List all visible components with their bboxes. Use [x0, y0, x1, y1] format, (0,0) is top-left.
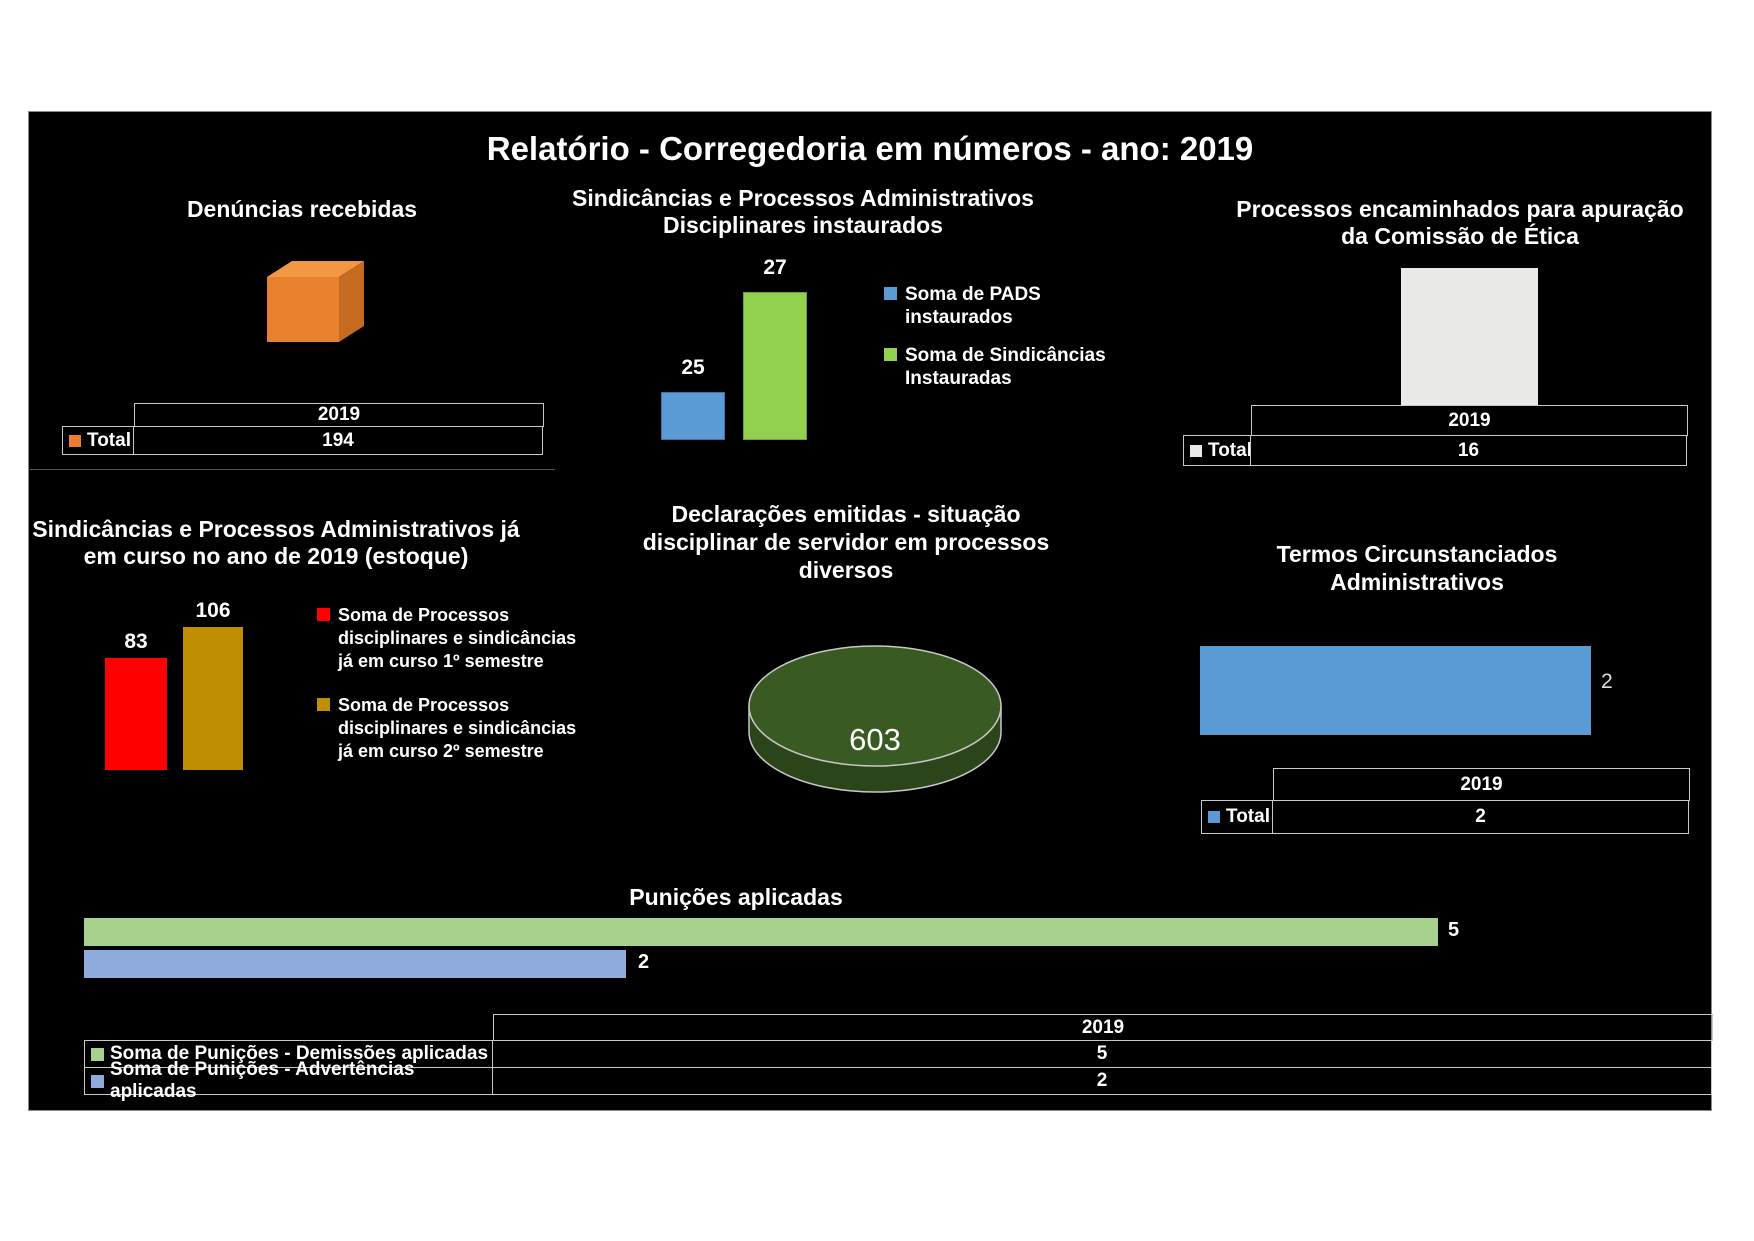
light-blue-series-swatch: [91, 1074, 104, 1088]
total-label-cell: Total: [1183, 435, 1252, 466]
table-row-advertencias: Soma de Punições - Advertências aplicada…: [84, 1059, 1713, 1102]
total-value-cell: 16: [1250, 435, 1687, 466]
panel-title-punicoes: Punições aplicadas: [536, 884, 936, 911]
table-total-row: Total 16: [1183, 435, 1688, 466]
cube-side-face: [339, 261, 364, 342]
cube-front-face: [267, 277, 339, 342]
title-line: da Comissão de Ética: [1341, 223, 1579, 249]
table-header-row: 2019: [84, 1014, 1713, 1041]
title-line: disciplinar de servidor em processos: [642, 529, 1050, 555]
blue-series-swatch: [1208, 811, 1220, 823]
legend-item-sindicancias: Soma de Sindicâncias Instauradas: [884, 344, 1120, 390]
legend-label: Soma de Processos disciplinares e sindic…: [338, 695, 577, 761]
bar-curso-2-semestre: [183, 627, 243, 770]
title-line: Sindicâncias e Processos Administrativos…: [32, 516, 520, 542]
series-label: Soma de Punições - Demissões aplicadas: [110, 1043, 489, 1064]
bar-sindicancias-instauradas: [743, 292, 807, 440]
bar-value-label-advertencias: 2: [638, 951, 650, 973]
legend-item-sem1: Soma de Processos disciplinares e sindic…: [317, 604, 583, 673]
bar-value-label-demissoes: 5: [1448, 919, 1460, 941]
report-title: Relatório - Corregedoria em números - an…: [486, 130, 1254, 167]
red-series-swatch: [317, 608, 330, 621]
series-label: Soma de Punições - Advertências aplicada…: [110, 1059, 415, 1102]
series-label-cell: Soma de Punições - Advertências aplicada…: [84, 1059, 493, 1102]
panel-title-denuncias: Denúncias recebidas: [52, 196, 552, 223]
total-value-cell: 2: [1272, 800, 1689, 834]
bar-value-label-sem1: 83: [124, 630, 148, 653]
blue-series-swatch: [884, 287, 897, 300]
panel-divider: [30, 469, 555, 470]
green-series-swatch: [884, 348, 897, 361]
bar-advertencias: [84, 950, 626, 978]
title-line: Punições aplicadas: [629, 884, 843, 910]
total-label-cell: Total: [1201, 800, 1273, 834]
gold-series-swatch: [317, 698, 330, 711]
table-header-row: 2019: [1201, 768, 1690, 801]
table-total-row: Total 194: [62, 426, 544, 455]
data-table-denuncias: 2019 Total 194: [62, 403, 544, 455]
bar-demissoes: [84, 918, 1438, 946]
pie-chart-declaracoes: [748, 645, 1002, 793]
bar-value-label-sem2: 106: [195, 599, 231, 622]
title-line: Termos Circunstanciados: [1276, 541, 1558, 567]
title-line: Declarações emitidas - situação: [671, 501, 1021, 527]
panel-title-etica: Processos encaminhados para apuração da …: [1210, 196, 1710, 250]
bar-pads-instaurados: [661, 392, 725, 440]
panel-title-declaracoes: Declarações emitidas - situação discipli…: [596, 500, 1096, 584]
white-series-swatch: [1190, 444, 1202, 457]
year-header-cell: 2019: [134, 403, 544, 427]
total-label: Total: [1226, 806, 1270, 827]
legend-label: Soma de Sindicâncias Instauradas: [905, 345, 1106, 389]
year-header-cell: 2019: [1273, 768, 1690, 801]
pie-top: [748, 645, 1002, 767]
title-line: Denúncias recebidas: [186, 196, 418, 222]
total-label: Total: [1208, 439, 1252, 461]
table-header-row: 2019: [1183, 405, 1688, 436]
pie-value-label: 603: [849, 722, 901, 757]
title-line: Processos encaminhados para apuração: [1236, 196, 1684, 222]
panel-title-instaurados: Sindicâncias e Processos Administrativos…: [553, 185, 1053, 239]
data-table-punicoes: 2019 Soma de Punições - Demissões aplica…: [84, 1014, 1713, 1102]
panel-title-estoque: Sindicâncias e Processos Administrativos…: [26, 516, 526, 570]
bar-value-label-termos: 2: [1601, 670, 1613, 693]
title-line: diversos: [798, 557, 894, 583]
cube-top-face: [267, 261, 364, 277]
title-line: em curso no ano de 2019 (estoque): [83, 543, 469, 569]
year-header-cell: 2019: [1251, 405, 1688, 436]
title-line: Sindicâncias e Processos Administrativos: [572, 185, 1034, 211]
legend-label: Soma de PADS instaurados: [905, 284, 1041, 328]
legend-label: Soma de Processos disciplinares e sindic…: [338, 605, 577, 671]
legend-item-pads: Soma de PADS instaurados: [884, 283, 1090, 329]
orange-series-swatch: [69, 434, 81, 447]
title-line: Administrativos: [1330, 569, 1504, 595]
total-value-cell: 194: [133, 426, 543, 455]
bar-termos-total: [1200, 646, 1591, 735]
data-table-etica: 2019 Total 16: [1183, 405, 1688, 466]
bar-value-label-pads: 25: [681, 356, 705, 379]
total-label: Total: [87, 429, 131, 451]
table-header-row: 2019: [62, 403, 544, 427]
bar-etica-total: [1401, 268, 1538, 406]
title-line: Disciplinares instaurados: [663, 212, 943, 238]
legend-item-sem2: Soma de Processos disciplinares e sindic…: [317, 694, 583, 763]
panel-title-termos: Termos Circunstanciados Administrativos: [1167, 540, 1667, 596]
column-3d-chart-denuncias: [267, 261, 364, 342]
year-header-cell: 2019: [493, 1014, 1713, 1041]
table-total-row: Total 2: [1201, 800, 1690, 834]
series-value-cell: 2: [492, 1067, 1712, 1095]
total-label-cell: Total: [62, 426, 134, 455]
data-table-termos: 2019 Total 2: [1201, 768, 1690, 834]
bar-value-label-sindicancias: 27: [763, 256, 787, 279]
light-green-series-swatch: [91, 1047, 104, 1061]
series-value-cell: 5: [492, 1040, 1712, 1068]
bar-curso-1-semestre: [105, 658, 167, 770]
